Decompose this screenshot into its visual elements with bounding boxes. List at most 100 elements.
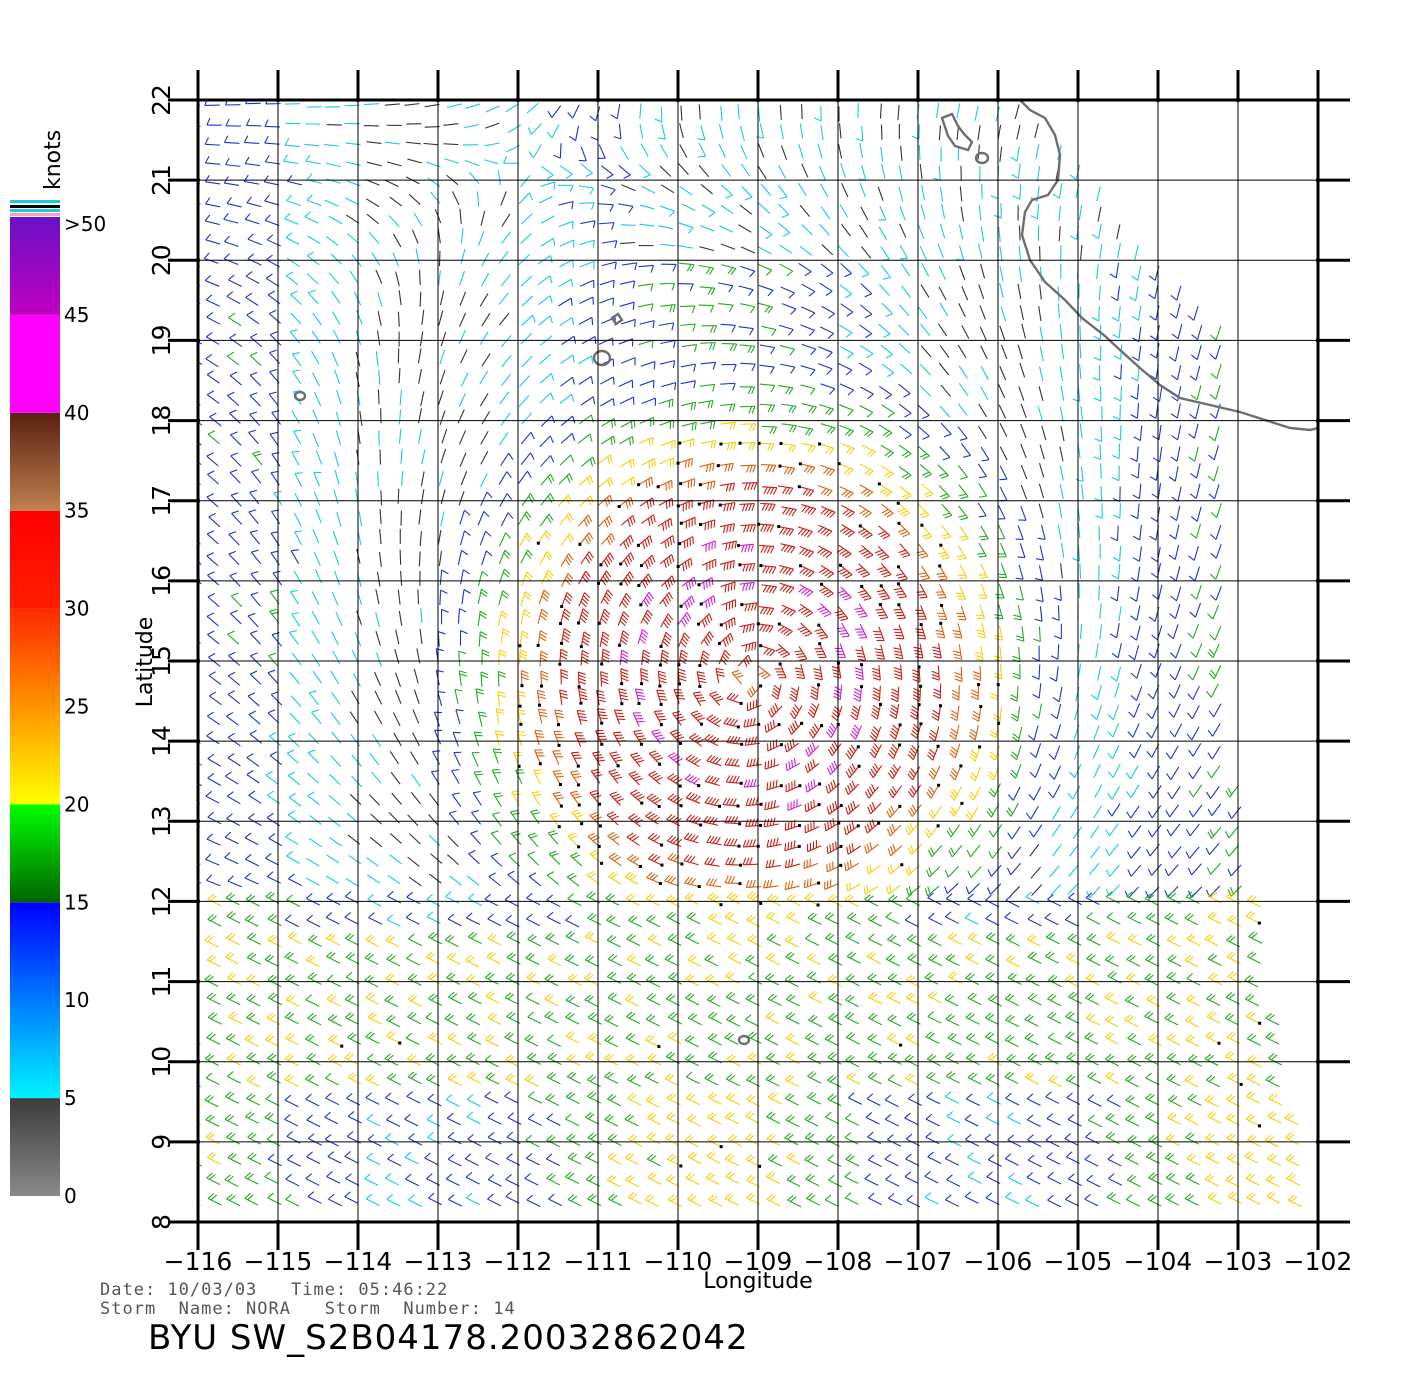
wind-barb <box>705 877 722 888</box>
wind-barb <box>324 1133 339 1147</box>
wind-barb <box>1113 364 1123 380</box>
rain-flag-dot <box>577 845 581 849</box>
rain-flag-dot <box>518 704 522 708</box>
wind-barb <box>837 564 853 579</box>
wind-barb <box>547 830 559 845</box>
rain-flag-dot <box>619 582 623 586</box>
wind-barb <box>898 444 912 459</box>
wind-barb <box>905 1073 920 1086</box>
wind-barb <box>1020 423 1027 439</box>
wind-barb <box>1038 366 1044 382</box>
wind-barb <box>993 706 1003 722</box>
wind-barb <box>501 213 511 227</box>
wind-barb <box>1045 931 1060 945</box>
wind-barb <box>1015 585 1024 601</box>
wind-barb <box>659 592 674 607</box>
wind-barb <box>978 425 987 440</box>
wind-barb <box>667 852 683 865</box>
wind-barb <box>223 212 239 224</box>
wind-barb <box>988 846 1003 859</box>
wind-barb <box>331 631 339 646</box>
wind-barb <box>853 686 863 703</box>
wind-barb <box>1148 1134 1163 1148</box>
rain-flag-dot <box>657 1045 661 1049</box>
wind-barb <box>225 1033 240 1046</box>
wind-barb <box>817 602 832 618</box>
lon-tick-label: −109 <box>724 1247 793 1276</box>
wind-barb <box>931 705 942 722</box>
wind-barb <box>544 993 559 1007</box>
wind-barb <box>1245 910 1260 924</box>
wind-barb <box>1124 994 1139 1008</box>
wind-barb <box>1049 724 1062 740</box>
wind-barb <box>800 306 816 319</box>
wind-barb <box>613 123 622 140</box>
wind-barb <box>365 1031 380 1044</box>
wind-barb <box>1227 806 1242 819</box>
wind-barb <box>1111 465 1120 482</box>
wind-barb <box>446 1112 461 1126</box>
wind-barb <box>554 709 565 725</box>
wind-barb <box>1006 954 1021 968</box>
wind-barb <box>877 525 891 540</box>
wind-barb <box>784 738 800 753</box>
wind-barb <box>1093 725 1100 740</box>
wind-barb <box>1224 825 1239 839</box>
wind-barb <box>740 464 757 473</box>
wind-barb <box>447 1131 462 1145</box>
wind-barb <box>559 259 574 268</box>
wind-barb <box>986 1092 1001 1105</box>
wind-barb <box>757 263 773 276</box>
wind-barb <box>398 610 403 626</box>
wind-barb <box>624 1152 639 1166</box>
rain-flag-dot <box>739 701 743 705</box>
wind-barb <box>1227 1191 1242 1204</box>
wind-barb <box>678 222 694 234</box>
wind-barb <box>521 355 533 368</box>
wind-barb <box>440 511 445 527</box>
wind-barb <box>497 691 506 707</box>
wind-barb <box>798 144 804 159</box>
wind-barb <box>480 430 489 445</box>
wind-barb <box>1208 665 1222 680</box>
wind-barb <box>205 294 220 307</box>
rain-flag-dot <box>837 821 841 825</box>
wind-barb <box>907 744 920 761</box>
wind-barb <box>1152 424 1162 441</box>
wind-barb <box>827 1154 842 1168</box>
wind-barb <box>207 1012 222 1025</box>
wind-barb <box>481 550 493 566</box>
wind-barb <box>678 163 689 176</box>
wind-barb <box>1127 864 1142 877</box>
wind-barb <box>778 203 790 218</box>
wind-barb <box>285 831 299 846</box>
wind-barb <box>198 244 199 246</box>
wind-barb <box>1209 626 1222 641</box>
rain-flag-dot <box>817 623 821 627</box>
wind-barb <box>960 443 971 458</box>
wind-barb <box>680 380 696 389</box>
wind-barb <box>1060 563 1063 579</box>
rain-flag-dot <box>898 804 902 808</box>
wind-barb <box>443 123 459 126</box>
wind-barb <box>1125 765 1139 780</box>
wind-barb <box>227 1071 242 1084</box>
wind-barb <box>787 720 803 735</box>
wind-barb <box>289 671 300 685</box>
wind-barb <box>1020 464 1028 480</box>
wind-barb <box>465 1192 480 1206</box>
wind-barb <box>726 1014 741 1027</box>
wind-barb <box>759 225 773 240</box>
wind-barb <box>678 499 693 512</box>
wind-barb <box>664 1073 679 1086</box>
wind-barb <box>455 709 464 725</box>
rain-flag-dot <box>736 725 740 729</box>
wind-barb <box>387 1153 402 1167</box>
wind-barb <box>1006 1053 1021 1067</box>
wind-barb <box>541 569 554 585</box>
wind-barb <box>789 686 800 702</box>
wind-barb <box>1167 1094 1183 1108</box>
wind-barb <box>606 1174 621 1188</box>
wind-barb <box>500 412 511 426</box>
wind-barb <box>485 1152 500 1166</box>
